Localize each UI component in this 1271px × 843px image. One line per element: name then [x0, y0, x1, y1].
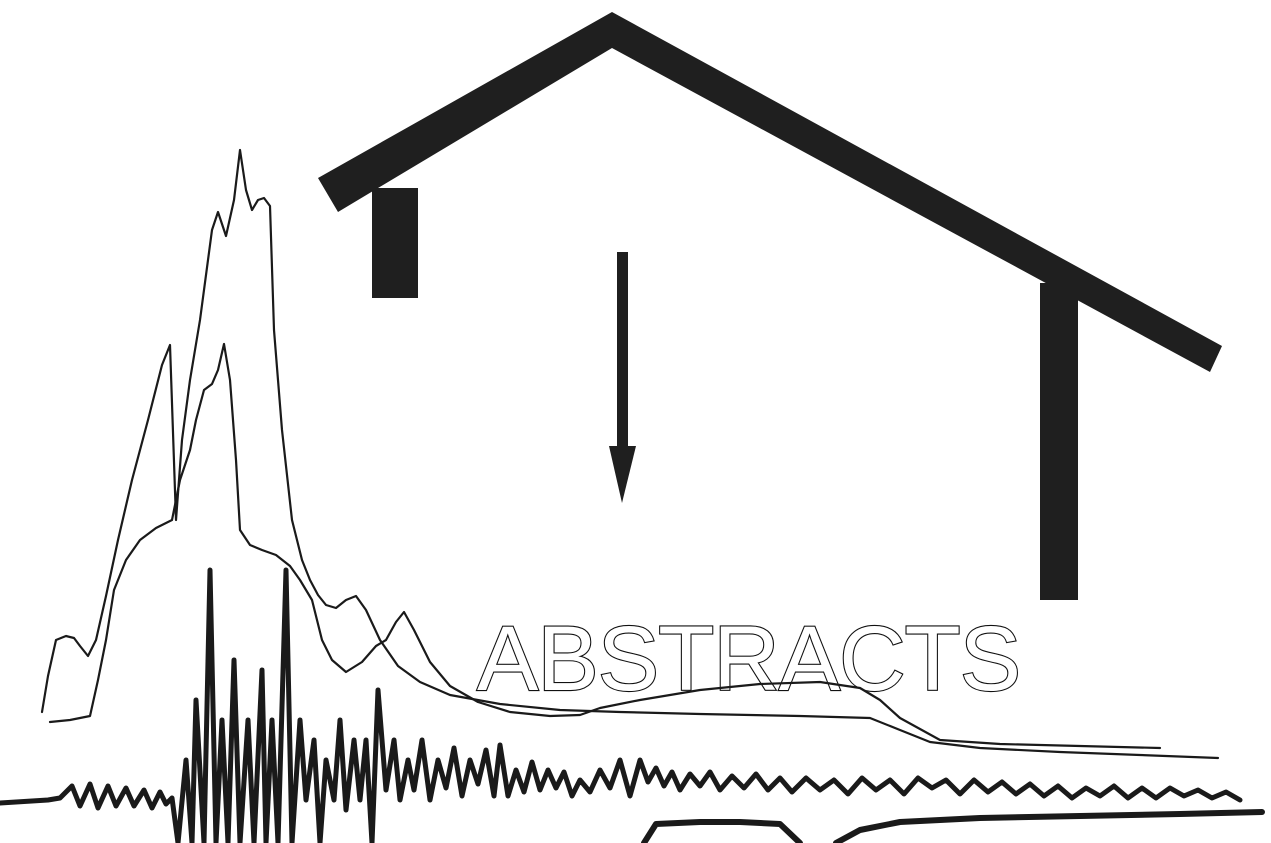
page-title: ABSTRACTS [477, 608, 1020, 710]
envelope-trace-inner [48, 342, 1162, 750]
house-roof-icon [318, 12, 1222, 600]
left-post [372, 188, 418, 298]
seismogram-traces [0, 148, 1265, 843]
down-arrow-icon [609, 252, 636, 503]
baseline-trace [641, 809, 1265, 843]
seismic-wave-trace [0, 567, 1243, 843]
envelope-trace-outer [40, 148, 1220, 760]
right-post [1040, 283, 1078, 600]
